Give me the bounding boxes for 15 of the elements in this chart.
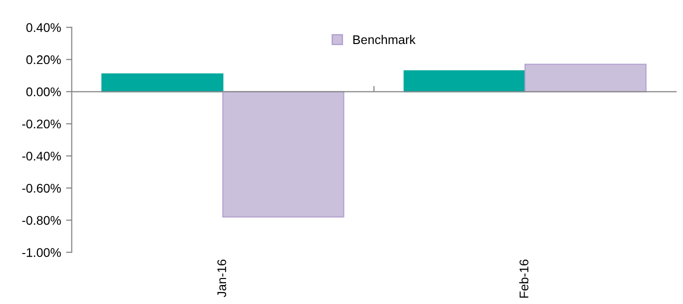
y-tick-label: 0.20%: [26, 55, 61, 64]
y-tick-label: -0.40%: [22, 152, 61, 161]
y-tick-label: -0.80%: [22, 216, 61, 225]
x-tick-label: Jan-16: [217, 260, 226, 298]
bar: [222, 91, 344, 218]
y-tick-label: 0.40%: [26, 23, 61, 32]
bar: [524, 64, 646, 92]
bar: [404, 70, 526, 92]
x-tick-label: Feb-16: [519, 260, 528, 298]
legend-label: Benchmark: [353, 34, 416, 44]
y-tick-label: -0.60%: [22, 184, 61, 193]
bar: [101, 73, 224, 92]
y-tick-label: 0.00%: [26, 87, 61, 96]
y-tick-label: -1.00%: [22, 248, 61, 257]
y-tick-label: -0.20%: [22, 120, 61, 128]
